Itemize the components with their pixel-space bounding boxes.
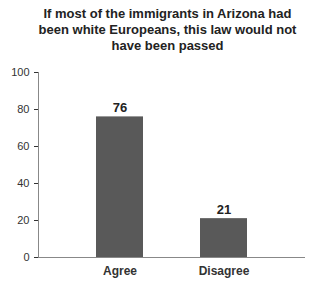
svg-text:Disagree: Disagree (199, 264, 250, 278)
svg-text:40: 40 (17, 177, 29, 189)
html-text:If most of the immigrants in A: If most of the immigrants in Arizona had… (38, 6, 297, 53)
svg-text:100: 100 (11, 66, 29, 78)
svg-text:76: 76 (113, 100, 127, 115)
svg-text:20: 20 (17, 214, 29, 226)
svg-text:Agree: Agree (103, 264, 137, 278)
svg-text:80: 80 (17, 103, 29, 115)
svg-text:60: 60 (17, 140, 29, 152)
svg-text:21: 21 (217, 202, 231, 217)
svg-text:0: 0 (23, 251, 29, 263)
